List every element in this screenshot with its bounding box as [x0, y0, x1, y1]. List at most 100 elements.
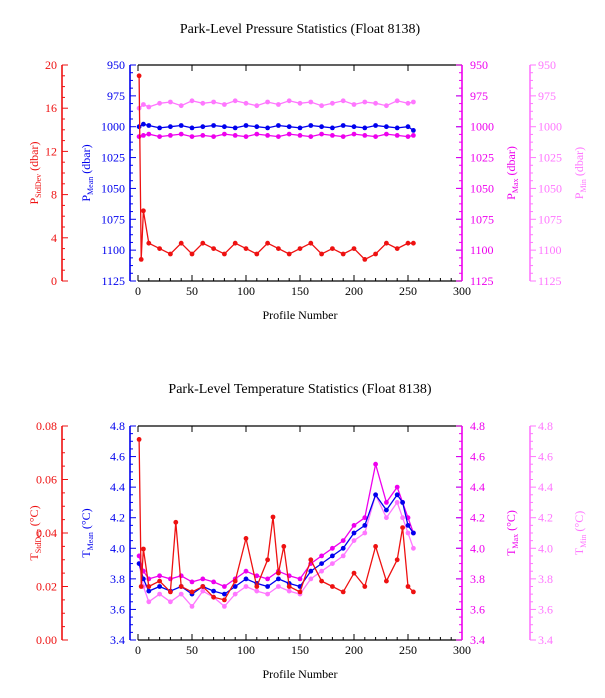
- y-tick-label-mean: 1100: [101, 243, 125, 257]
- data-point-max: [286, 131, 292, 137]
- data-point-mean: [330, 125, 335, 131]
- data-point-mean: [232, 584, 238, 589]
- y-axis-label-main: T: [504, 548, 518, 556]
- y-tick-label-mean: 1075: [101, 212, 125, 226]
- data-point-max: [351, 523, 357, 528]
- x-axis-label: Profile Number: [263, 308, 338, 322]
- y-tick-label-min: 4.6: [538, 450, 553, 464]
- data-point-max: [394, 484, 400, 490]
- data-point-max: [136, 134, 142, 140]
- x-tick-label: 200: [345, 284, 363, 298]
- y-tick-label-min: 950: [538, 58, 556, 72]
- data-point-sd: [340, 251, 346, 257]
- data-point-max: [222, 584, 227, 589]
- y-axis-label-max: PMax (dbar): [504, 146, 520, 200]
- data-point-sd: [351, 246, 357, 252]
- chart-title: Park-Level Pressure Statistics (Float 81…: [180, 22, 421, 37]
- data-point-sd: [297, 589, 303, 595]
- y-tick-label-mean: 1050: [101, 181, 125, 195]
- data-point-max: [297, 576, 303, 582]
- y-tick-label-sd: 20: [45, 58, 57, 72]
- series-line-sd: [138, 439, 414, 601]
- y-tick-label-mean: 1000: [101, 120, 125, 134]
- data-point-sd: [297, 246, 303, 252]
- data-point-min: [319, 103, 324, 109]
- y-axis-label-min: PMin (dbar): [572, 147, 588, 199]
- data-point-sd: [173, 519, 179, 525]
- data-point-sd: [136, 437, 142, 442]
- y-axis-label-max: TMax (°C): [504, 510, 520, 556]
- y-axis-label-sub: StdDev: [34, 174, 43, 198]
- y-tick-label-mean: 1125: [101, 274, 125, 288]
- data-point-min: [254, 588, 260, 594]
- x-tick-label: 150: [291, 643, 309, 657]
- data-point-max: [340, 538, 346, 543]
- data-point-sd: [411, 240, 416, 246]
- data-point-min: [405, 100, 411, 106]
- data-point-max: [384, 131, 389, 137]
- y-tick-label-min: 4.2: [538, 511, 553, 525]
- data-point-max: [384, 500, 389, 505]
- data-point-min: [254, 103, 260, 109]
- data-point-mean: [330, 553, 335, 559]
- y-tick-label-min: 1100: [538, 243, 562, 257]
- y-axis-label-main: P: [79, 195, 93, 202]
- data-point-min: [286, 98, 292, 104]
- data-point-min: [400, 515, 405, 521]
- data-point-mean: [351, 124, 357, 130]
- data-point-max: [141, 133, 146, 138]
- y-tick-label-mean: 3.8: [110, 572, 125, 586]
- data-point-max: [330, 133, 335, 138]
- y-tick-label-sd: 0: [51, 274, 57, 288]
- data-point-max: [265, 133, 270, 138]
- data-point-max: [276, 134, 281, 140]
- y-axis-label-sd: PStdDev (dbar): [27, 141, 43, 204]
- data-point-mean: [351, 530, 357, 536]
- y-tick-label-sd: 0.06: [36, 473, 57, 487]
- data-point-min: [178, 103, 184, 109]
- data-point-mean: [189, 125, 195, 131]
- data-point-mean: [222, 124, 227, 130]
- data-point-sd: [384, 578, 389, 584]
- x-tick-label: 0: [135, 643, 141, 657]
- data-point-max: [254, 131, 260, 137]
- data-point-min: [189, 604, 195, 609]
- data-point-mean: [308, 568, 314, 574]
- data-point-sd: [178, 584, 184, 589]
- data-point-max: [308, 134, 314, 140]
- data-point-sd: [265, 557, 270, 563]
- data-point-min: [232, 98, 238, 104]
- data-point-sd: [330, 246, 335, 252]
- data-point-min: [157, 591, 163, 597]
- data-point-min: [319, 568, 324, 574]
- y-axis-label-unit: (°C): [27, 505, 41, 529]
- data-point-min: [276, 102, 281, 107]
- data-point-max: [405, 134, 411, 140]
- data-point-mean: [411, 530, 416, 536]
- y-tick-label-min: 3.6: [538, 602, 553, 616]
- data-point-sd: [394, 557, 400, 563]
- data-point-sd: [200, 240, 206, 246]
- data-point-mean: [222, 591, 227, 597]
- data-point-sd: [254, 584, 260, 589]
- data-point-sd: [394, 246, 400, 252]
- data-point-mean: [157, 584, 163, 589]
- data-point-sd: [189, 589, 195, 595]
- x-tick-label: 0: [135, 284, 141, 298]
- data-point-mean: [265, 584, 270, 589]
- y-tick-label-mean: 950: [107, 58, 125, 72]
- data-point-mean: [394, 125, 400, 131]
- x-axis-label: Profile Number: [263, 667, 338, 681]
- x-tick-label: 50: [186, 284, 198, 298]
- data-point-min: [146, 599, 152, 605]
- data-point-sd: [405, 584, 411, 589]
- y-axis-label-main: P: [504, 193, 518, 200]
- data-point-min: [373, 100, 378, 106]
- data-point-sd: [276, 570, 281, 576]
- data-point-min: [351, 538, 357, 543]
- data-point-sd: [141, 546, 146, 552]
- data-point-max: [319, 553, 324, 559]
- data-point-min: [265, 591, 270, 597]
- data-point-mean: [146, 588, 152, 594]
- data-point-sd: [362, 584, 368, 589]
